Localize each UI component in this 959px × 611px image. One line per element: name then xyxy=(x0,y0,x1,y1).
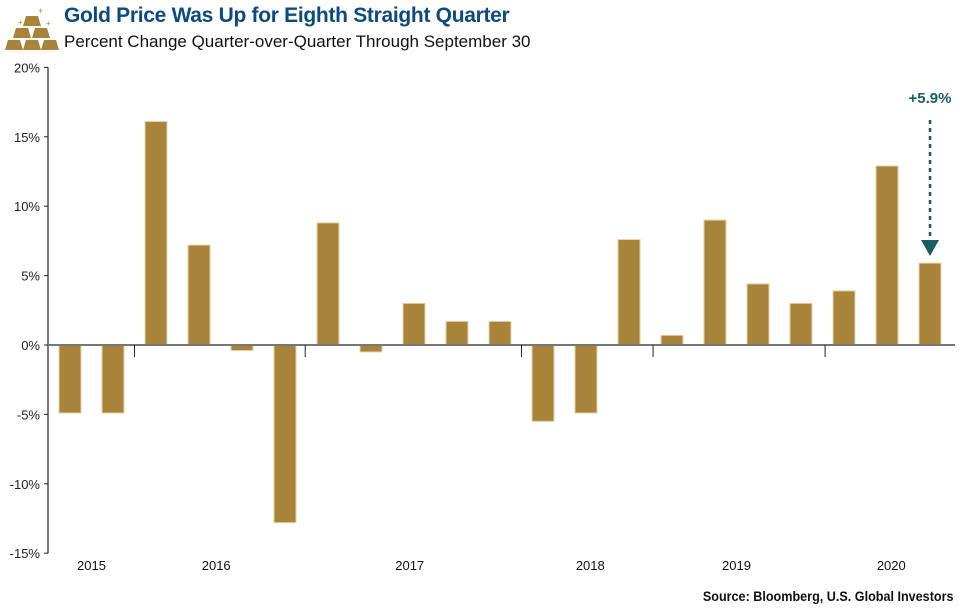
y-tick-label: -10% xyxy=(10,477,41,492)
y-tick-label: -5% xyxy=(17,407,41,422)
svg-text:+: + xyxy=(38,6,43,16)
bar xyxy=(875,165,899,346)
y-tick-label: 15% xyxy=(14,130,40,145)
x-tick-label: 2018 xyxy=(576,558,605,573)
x-tick-label: 2015 xyxy=(77,558,106,573)
bar xyxy=(144,121,168,346)
bar xyxy=(918,262,942,346)
x-tick-label: 2020 xyxy=(877,558,906,573)
bar xyxy=(445,320,469,346)
bar xyxy=(617,239,641,346)
y-tick-label: -15% xyxy=(10,546,41,561)
bar xyxy=(58,344,82,414)
bar xyxy=(273,344,297,524)
source-note: Source: Bloomberg, U.S. Global Investors xyxy=(702,588,953,604)
bar xyxy=(101,344,125,414)
bar xyxy=(359,344,383,353)
y-tick-label: 10% xyxy=(14,199,40,214)
chart-title: Gold Price Was Up for Eighth Straight Qu… xyxy=(64,4,510,27)
y-tick-label: 5% xyxy=(21,269,40,284)
bar xyxy=(187,244,211,346)
chart-subtitle: Percent Change Quarter-over-Quarter Thro… xyxy=(64,32,531,51)
x-tick-label: 2017 xyxy=(395,558,424,573)
svg-text:+: + xyxy=(18,18,23,27)
arrow-down-icon xyxy=(921,240,939,256)
bar xyxy=(488,320,512,346)
x-tick-label: 2019 xyxy=(722,558,751,573)
bar xyxy=(703,219,727,346)
bar xyxy=(660,334,684,346)
gold-bars-logo: + + + xyxy=(4,4,62,59)
svg-text:+: + xyxy=(46,19,51,28)
y-tick-label: 0% xyxy=(21,338,40,353)
bar xyxy=(531,344,555,422)
bar xyxy=(402,302,426,346)
bar xyxy=(832,290,856,346)
bar xyxy=(746,283,770,346)
bar xyxy=(789,302,813,346)
bar xyxy=(316,222,340,346)
annotation-label: +5.9% xyxy=(909,90,952,107)
bar xyxy=(574,344,598,414)
y-tick-label: 20% xyxy=(14,60,40,75)
x-tick-label: 2016 xyxy=(202,558,231,573)
